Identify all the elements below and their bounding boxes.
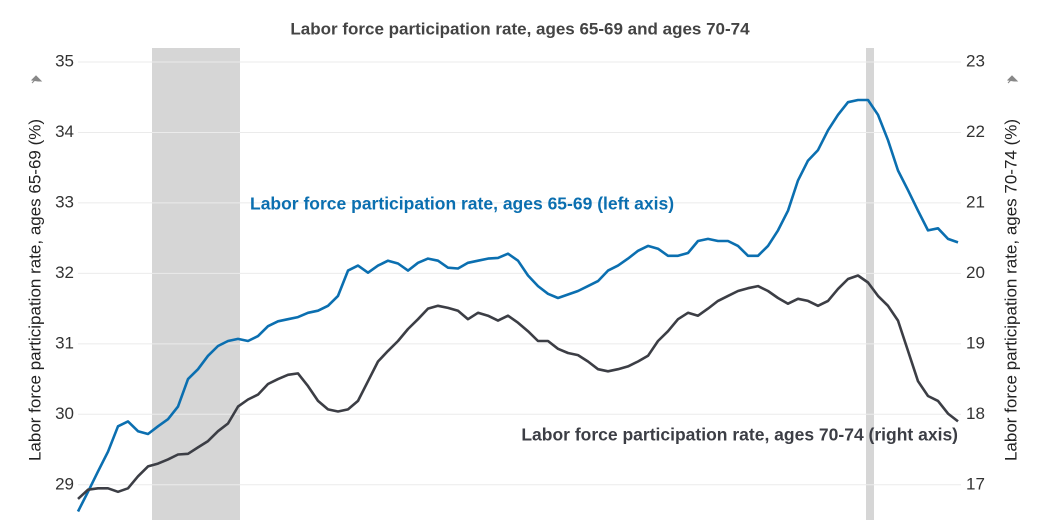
y-tick-label: 32 — [55, 263, 74, 282]
y-tick-label: 29 — [55, 474, 74, 493]
y2-tick-label: 20 — [966, 263, 985, 282]
data-line — [76, 98, 959, 513]
y-axis-title: Labor force participation rate, ages 65-… — [25, 119, 44, 461]
series-annotation: Labor force participation rate, ages 65-… — [250, 194, 674, 214]
y-tick-label: 35 — [55, 51, 74, 70]
y2-tick-label: 18 — [966, 404, 985, 423]
y2-tick-label: 19 — [966, 333, 985, 352]
y2-tick-label: 22 — [966, 122, 985, 141]
recession-shade — [152, 48, 240, 520]
series-annotation: Labor force participation rate, ages 70-… — [521, 425, 958, 445]
y2-axis-title: Labor force participation rate, ages 70-… — [1001, 119, 1020, 461]
y-tick-label: 33 — [55, 192, 74, 211]
y-tick-label: 34 — [55, 122, 74, 141]
data-line — [77, 274, 959, 500]
y2-tick-label: 23 — [966, 51, 985, 70]
y-tick-label: 31 — [55, 333, 74, 352]
chart-title: Labor force participation rate, ages 65-… — [290, 19, 750, 38]
y-tick-label: 30 — [55, 404, 74, 423]
y2-tick-label: 17 — [966, 474, 985, 493]
y2-tick-label: 21 — [966, 192, 985, 211]
pin-icon[interactable] — [1006, 75, 1019, 84]
pin-icon[interactable] — [30, 75, 43, 84]
